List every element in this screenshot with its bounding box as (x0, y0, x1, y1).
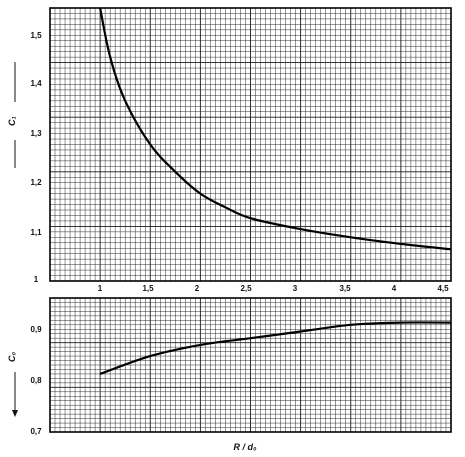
upper-y-axis-title: C₁ (7, 62, 17, 168)
lower-plot-grid (49, 297, 452, 433)
plot-frame (49, 297, 452, 433)
c1-curve (99, 7, 452, 251)
x-tick-labels: 1 1,5 2 2,5 3 3,5 4 4,5 (98, 284, 449, 293)
y-tick-label: 1,3 (30, 129, 42, 138)
lower-y-tick-labels: 0,7 0,8 0,9 (30, 325, 42, 436)
x-axis-label: R / d₀ (233, 442, 256, 452)
y-tick-label: 0,9 (30, 325, 42, 334)
x-tick-label: 1 (98, 284, 103, 293)
chart-marks (99, 7, 452, 375)
y-tick-label: 1,1 (30, 228, 42, 237)
x-tick-label: 1,5 (142, 284, 154, 293)
y-tick-label: 0,7 (30, 427, 42, 436)
x-tick-label: 3 (293, 284, 298, 293)
y-axis-label: C₀ (7, 352, 17, 362)
upper-plot-grid (49, 7, 452, 282)
x-tick-label: 2,5 (240, 284, 252, 293)
y-tick-label: 1 (34, 275, 39, 284)
x-tick-label: 4,5 (437, 284, 449, 293)
y-tick-label: 1,2 (30, 178, 42, 187)
x-tick-label: 4 (392, 284, 397, 293)
x-tick-label: 3,5 (339, 284, 351, 293)
c0-curve (99, 321, 452, 375)
y-tick-label: 0,8 (30, 376, 42, 385)
y-axis-label: C₁ (7, 116, 17, 126)
upper-y-tick-labels: 1 1,1 1,2 1,3 1,4 1,5 (30, 31, 42, 284)
y-axis-arrowhead (12, 410, 18, 417)
y-tick-label: 1,4 (30, 79, 42, 88)
x-tick-label: 2 (195, 284, 200, 293)
lower-y-axis-title: C₀ (7, 352, 18, 417)
plot-frame (49, 7, 452, 282)
y-tick-label: 1,5 (30, 31, 42, 40)
